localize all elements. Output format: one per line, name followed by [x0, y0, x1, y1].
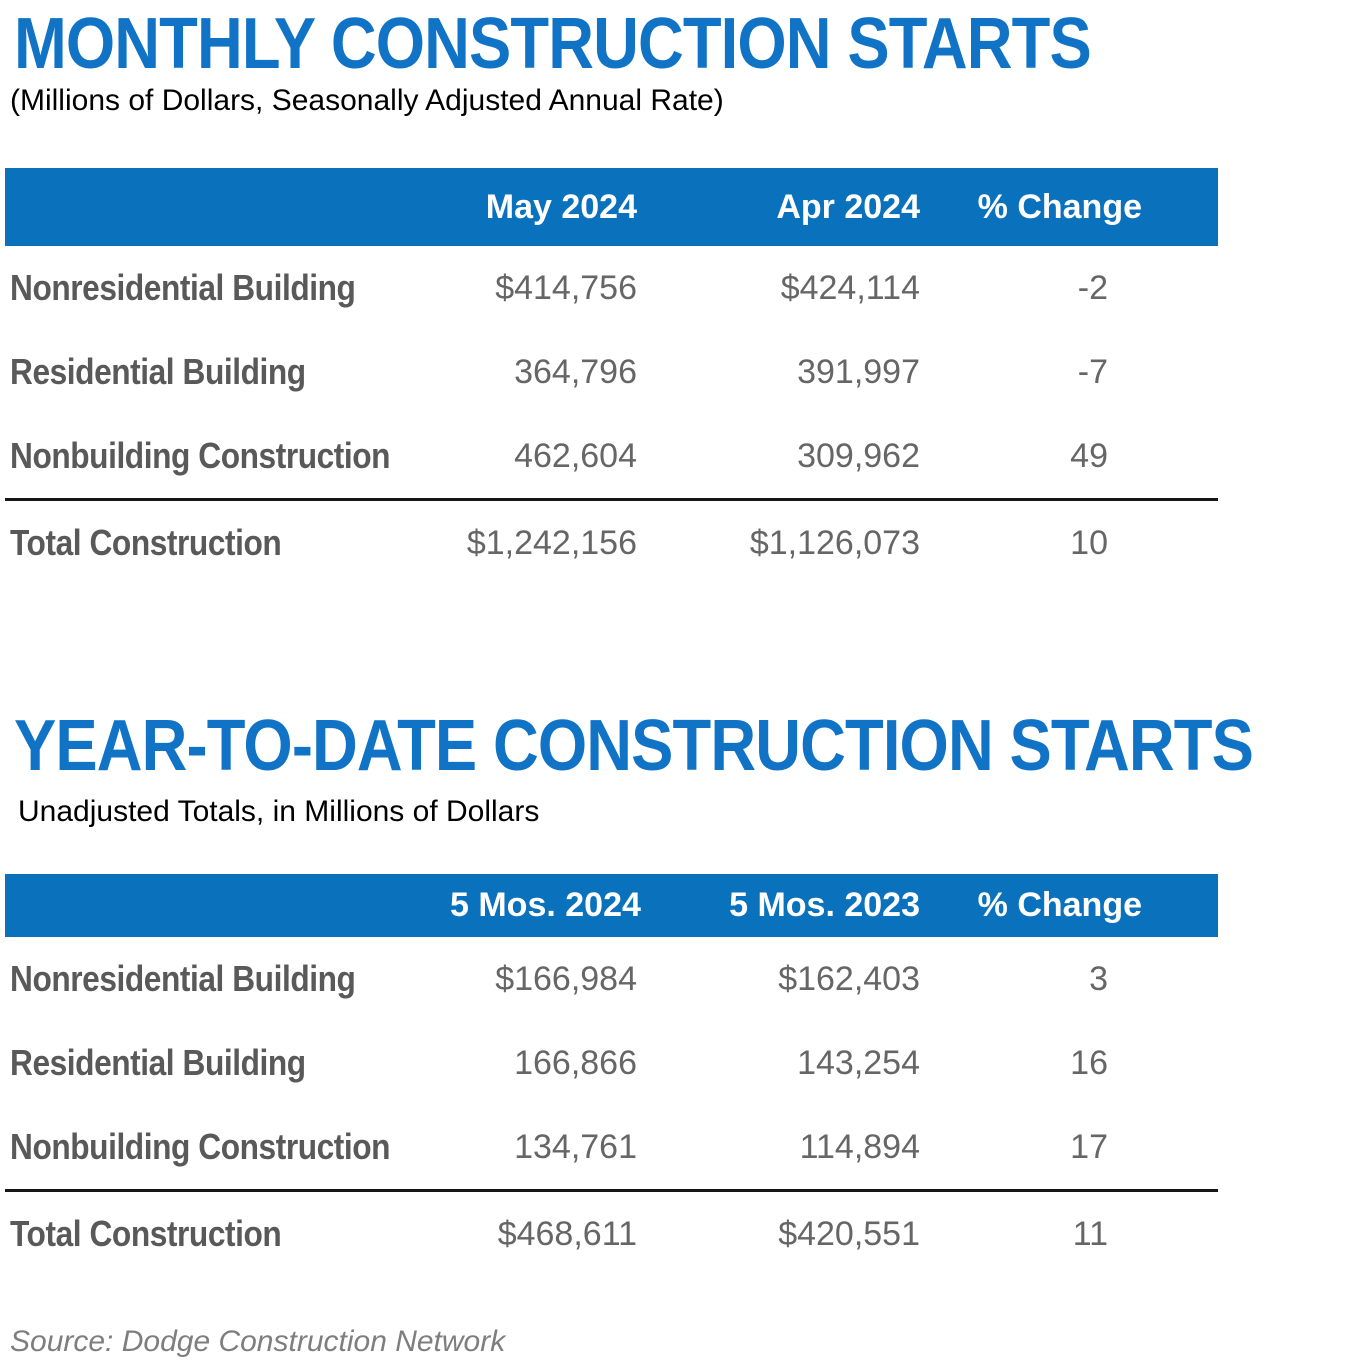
monthly-section-subtitle: (Millions of Dollars, Seasonally Adjuste… [10, 84, 724, 117]
ytd-table-header-row: 5 Mos. 2024 5 Mos. 2023 % Change [5, 874, 1218, 937]
ytd-section-subtitle: Unadjusted Totals, in Millions of Dollar… [18, 795, 540, 828]
total-apr-2024: $1,126,073 [749, 523, 920, 562]
row-label: Nonbuilding Construction [5, 435, 450, 477]
value-5mos-2024: 134,761 [514, 1127, 637, 1166]
column-header-5mos-2023: 5 Mos. 2023 [729, 886, 920, 924]
row-label: Residential Building [5, 1042, 450, 1084]
value-apr-2024: 309,962 [797, 436, 920, 475]
row-label-text: Nonbuilding Construction [10, 1126, 391, 1167]
ytd-section-title: YEAR-TO-DATE CONSTRUCTION STARTS [14, 706, 1254, 786]
row-label: Nonresidential Building [5, 958, 450, 1000]
value-pct-change: 16 [1070, 1043, 1108, 1082]
table-row-nonresidential: Nonresidential Building $166,984 $162,40… [5, 937, 1218, 1021]
row-label-text: Nonresidential Building [10, 267, 356, 308]
value-may-2024: 462,604 [514, 436, 637, 475]
table-row-nonbuilding: Nonbuilding Construction 134,761 114,894… [5, 1105, 1218, 1189]
total-may-2024: $1,242,156 [466, 523, 637, 562]
table-row-nonresidential: Nonresidential Building $414,756 $424,11… [5, 246, 1218, 330]
value-pct-change: 17 [1070, 1127, 1108, 1166]
value-pct-change: 3 [1089, 959, 1108, 998]
column-header-5mos-2024: 5 Mos. 2024 [450, 886, 641, 924]
monthly-table-header-row: May 2024 Apr 2024 % Change [5, 168, 1218, 246]
row-label: Nonbuilding Construction [5, 1126, 450, 1168]
value-may-2024: $414,756 [495, 268, 637, 307]
total-5mos-2024: $468,611 [497, 1214, 637, 1253]
value-5mos-2024: $166,984 [495, 959, 637, 998]
total-5mos-2023: $420,551 [778, 1214, 920, 1253]
value-apr-2024: $424,114 [780, 268, 920, 307]
column-header-may-2024: May 2024 [485, 187, 637, 226]
value-apr-2024: 391,997 [797, 352, 920, 391]
total-label-text: Total Construction [10, 522, 282, 563]
row-label-text: Nonresidential Building [10, 958, 356, 999]
column-header-pct-change: % Change [977, 187, 1142, 226]
value-5mos-2024: 166,866 [514, 1043, 637, 1082]
column-header-apr-2024: Apr 2024 [776, 187, 920, 226]
monthly-section-title: MONTHLY CONSTRUCTION STARTS [14, 4, 1092, 84]
value-5mos-2023: $162,403 [778, 959, 920, 998]
table-row-residential: Residential Building 166,866 143,254 16 [5, 1021, 1218, 1105]
value-5mos-2023: 114,894 [799, 1127, 920, 1166]
value-may-2024: 364,796 [514, 352, 637, 391]
row-label-text: Residential Building [10, 1042, 306, 1083]
monthly-table: May 2024 Apr 2024 % Change Nonresidentia… [5, 168, 1218, 585]
row-label-text: Residential Building [10, 351, 306, 392]
total-pct-change: 10 [1070, 523, 1108, 562]
row-label-text: Nonbuilding Construction [10, 435, 391, 476]
value-pct-change: -7 [1077, 352, 1108, 391]
source-note: Source: Dodge Construction Network [10, 1325, 506, 1358]
table-row-total: Total Construction $468,611 $420,551 11 [5, 1189, 1218, 1276]
row-label: Residential Building [5, 351, 450, 393]
value-5mos-2023: 143,254 [797, 1043, 920, 1082]
column-header-pct-change: % Change [977, 886, 1142, 924]
table-row-total: Total Construction $1,242,156 $1,126,073… [5, 498, 1218, 585]
total-label: Total Construction [5, 522, 450, 564]
ytd-table: 5 Mos. 2024 5 Mos. 2023 % Change Nonresi… [5, 874, 1218, 1276]
total-label: Total Construction [5, 1213, 450, 1255]
table-row-nonbuilding: Nonbuilding Construction 462,604 309,962… [5, 414, 1218, 498]
table-row-residential: Residential Building 364,796 391,997 -7 [5, 330, 1218, 414]
value-pct-change: -2 [1077, 268, 1108, 307]
value-pct-change: 49 [1070, 436, 1108, 475]
row-label: Nonresidential Building [5, 267, 450, 309]
total-label-text: Total Construction [10, 1213, 282, 1254]
total-pct-change: 11 [1072, 1214, 1108, 1253]
